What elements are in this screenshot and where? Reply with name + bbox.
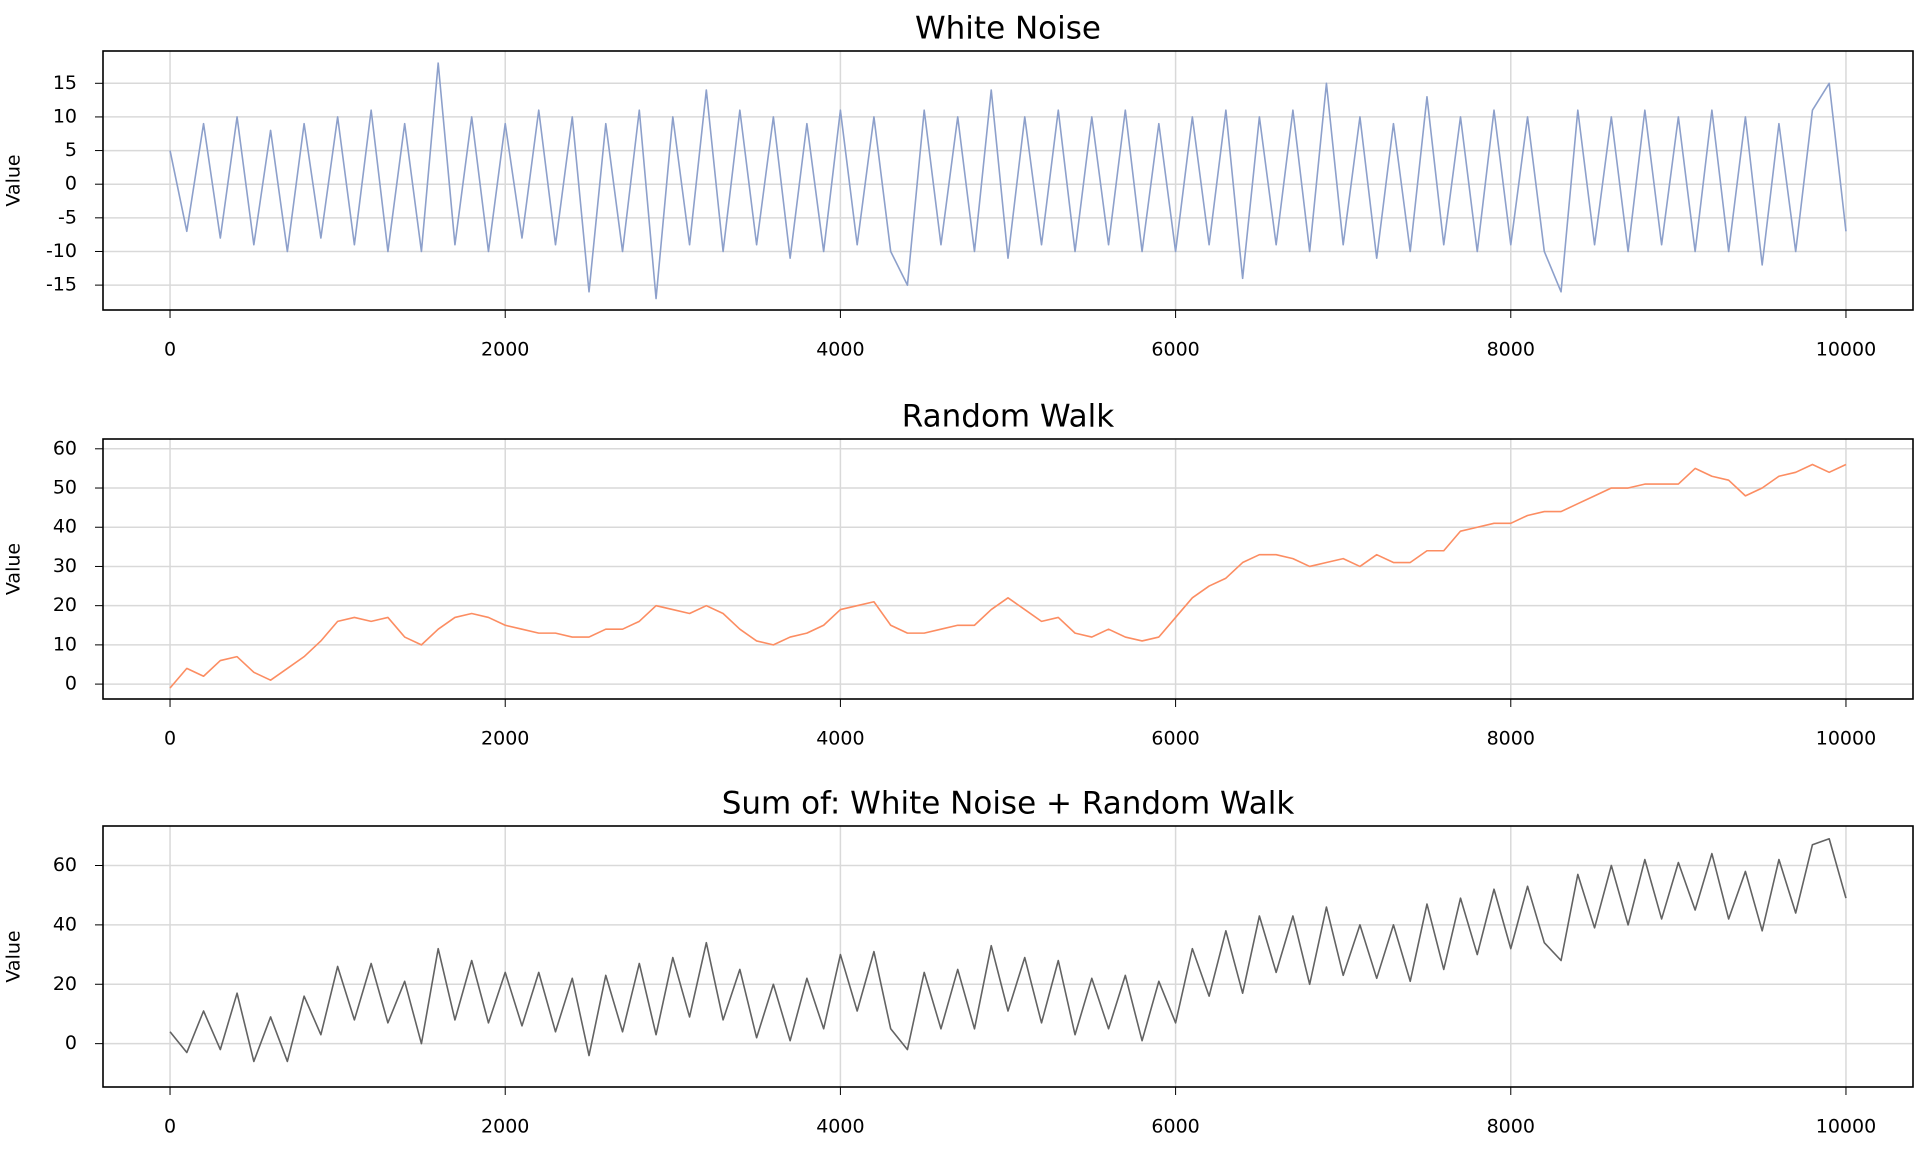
x-tick-label: 6000 (1151, 1116, 1199, 1138)
x-tick-label: 0 (164, 1116, 176, 1138)
plot-frame (102, 438, 1914, 700)
y-tick-label: -10 (46, 240, 77, 262)
y-tick-label: 60 (53, 437, 77, 459)
y-tick-label: 20 (53, 594, 77, 616)
panel: White Noise Value 0 2000 4000 6000 8000 10000 -1… (3, 11, 1914, 361)
y-axis-label: Value (3, 154, 25, 206)
y-tick-label: 50 (53, 477, 77, 499)
x-tick-label: 0 (164, 728, 176, 750)
x-tick-label: 8000 (1487, 339, 1535, 361)
x-tick-label: 6000 (1151, 728, 1199, 750)
plot-frame (102, 50, 1914, 311)
y-tick-label: -5 (58, 206, 77, 228)
chart-title: White Noise (915, 11, 1101, 47)
y-tick-label: 60 (53, 854, 77, 876)
y-tick-label: 10 (53, 633, 77, 655)
data-line (169, 62, 1847, 300)
chart-title: Random Walk (902, 399, 1114, 435)
x-tick-label: 0 (164, 339, 176, 361)
y-tick-label: 0 (65, 173, 77, 195)
y-tick-label: 15 (53, 72, 77, 94)
panel: Sum of: White Noise + Random Walk Value 0 2… (3, 786, 1914, 1138)
y-tick-label: 0 (65, 1032, 77, 1054)
x-tick-label: 6000 (1151, 339, 1199, 361)
y-tick-label: 20 (53, 973, 77, 995)
x-tick-label: 2000 (481, 1116, 529, 1138)
x-tick-label: 4000 (816, 1116, 864, 1138)
chart-title: Sum of: White Noise + Random Walk (722, 786, 1295, 822)
data-line (169, 463, 1847, 689)
y-axis-label: Value (3, 930, 25, 982)
x-tick-label: 10000 (1816, 728, 1876, 750)
y-tick-label: -15 (46, 274, 77, 296)
panel: Random Walk Value 0 2000 4000 6000 8000 10000 0 1… (3, 399, 1914, 750)
y-tick-label: 30 (53, 555, 77, 577)
x-tick-label: 2000 (481, 339, 529, 361)
x-tick-label: 2000 (481, 728, 529, 750)
x-tick-label: 4000 (816, 728, 864, 750)
y-tick-label: 5 (65, 139, 77, 161)
y-tick-label: 40 (53, 913, 77, 935)
plot-frame (102, 825, 1914, 1088)
y-axis-label: Value (3, 543, 25, 595)
x-tick-label: 8000 (1487, 728, 1535, 750)
y-tick-label: 40 (53, 516, 77, 538)
data-line (169, 837, 1847, 1063)
x-tick-label: 4000 (816, 339, 864, 361)
x-tick-label: 10000 (1816, 1116, 1876, 1138)
x-tick-label: 8000 (1487, 1116, 1535, 1138)
y-tick-label: 0 (65, 673, 77, 695)
x-tick-label: 10000 (1816, 339, 1876, 361)
y-tick-label: 10 (53, 105, 77, 127)
